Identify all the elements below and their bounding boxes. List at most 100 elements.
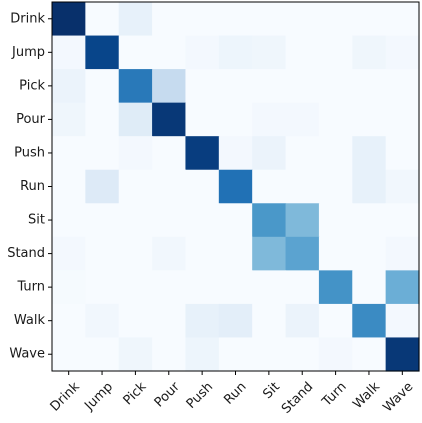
heatmap-cell-jump-push [185,35,220,70]
heatmap-cell-push-run [218,136,253,171]
y-tick-label-stand: Stand [7,246,45,261]
heatmap-cell-run-wave [385,169,420,204]
heatmap-cell-run-turn [318,169,353,204]
heatmap-cell-walk-drink [52,303,86,339]
heatmap-cell-sit-pick [118,203,153,238]
heatmap-cell-walk-pick [118,303,153,339]
heatmap-cell-wave-sit [252,337,287,372]
y-tick-label-wave: Wave [9,347,45,362]
heatmap-cell-walk-pour [152,303,187,339]
heatmap-cell-pour-pick [118,102,153,137]
heatmap-cell-turn-pour [152,270,187,305]
heatmap-cell-pour-turn [318,102,353,137]
heatmap-cell-drink-pour [152,2,187,37]
heatmap-cell-turn-stand [285,270,320,305]
heatmap-cell-walk-jump [85,303,120,339]
heatmap-cell-wave-pour [152,337,187,372]
heatmap-cell-pour-wave [385,102,420,137]
heatmap-cell-pick-run [218,69,253,104]
heatmap-cell-run-push [185,169,220,204]
heatmap-cell-drink-turn [318,2,353,37]
heatmap-cell-push-drink [52,136,86,171]
heatmap-cell-stand-sit [252,236,287,271]
heatmap-cell-stand-stand [285,236,320,271]
heatmap-cell-wave-push [185,337,220,372]
heatmap-cell-push-jump [85,136,120,171]
heatmap-cell-turn-turn [318,270,353,305]
heatmap-cell-run-walk [352,169,387,204]
heatmap-cell-wave-wave [385,337,420,372]
heatmap-cell-jump-wave [385,35,420,70]
heatmap-cell-jump-walk [352,35,387,70]
y-tick-label-jump: Jump [11,45,45,60]
heatmap-cell-run-pour [152,169,187,204]
heatmap-cell-sit-run [218,203,253,238]
heatmap-cell-walk-run [218,303,253,339]
heatmap-cell-pick-pick [118,69,153,104]
x-tick-label-wave: Wave [381,379,417,415]
heatmap-cell-drink-sit [252,2,287,37]
heatmap-cell-turn-sit [252,270,287,305]
heatmap-cell-run-jump [85,169,120,204]
heatmap-cell-jump-pick [118,35,153,70]
heatmap-cell-drink-stand [285,2,320,37]
heatmap-cell-wave-stand [285,337,320,372]
heatmap-cell-sit-pour [152,203,187,238]
heatmap-cell-run-drink [52,169,86,204]
heatmap-cell-stand-pick [118,236,153,271]
heatmap-cell-pour-jump [85,102,120,137]
heatmap-cell-turn-push [185,270,220,305]
heatmap-cell-stand-wave [385,236,420,271]
heatmap-cell-sit-sit [252,203,287,238]
heatmap-cell-walk-push [185,303,220,339]
heatmap-cell-pick-turn [318,69,353,104]
x-tick-label-jump: Jump [81,379,116,414]
heatmap-cell-wave-jump [85,337,120,372]
heatmap-cell-jump-drink [52,35,86,70]
heatmap-cell-push-wave [385,136,420,171]
heatmap-cell-wave-walk [352,337,387,372]
heatmap-cell-walk-sit [252,303,287,339]
heatmap-cell-wave-turn [318,337,353,372]
heatmap-cell-wave-pick [118,337,153,372]
x-tick-label-run: Run [221,379,249,407]
heatmap-cell-drink-wave [385,2,420,37]
heatmap-cell-turn-pick [118,270,153,305]
heatmap-cell-pour-push [185,102,220,137]
heatmap-cell-push-pour [152,136,187,171]
heatmap-cell-pour-run [218,102,253,137]
heatmap-cell-drink-drink [52,2,86,37]
heatmap-cell-walk-stand [285,303,320,339]
heatmap-cell-push-stand [285,136,320,171]
heatmap-cell-stand-run [218,236,253,271]
heatmap-cell-pick-push [185,69,220,104]
heatmap-cell-push-pick [118,136,153,171]
heatmap-cell-turn-wave [385,270,420,305]
heatmap-cell-pick-wave [385,69,420,104]
heatmap-cell-turn-drink [52,270,86,305]
heatmap-cells [52,2,420,372]
heatmap-cell-stand-walk [352,236,387,271]
heatmap-cell-pick-walk [352,69,387,104]
heatmap-cell-jump-run [218,35,253,70]
y-tick-label-pour: Pour [16,112,46,127]
heatmap-cell-wave-drink [52,337,86,372]
heatmap-cell-push-turn [318,136,353,171]
x-tick-label-drink: Drink [48,379,84,415]
x-tick-label-walk: Walk [350,379,383,412]
heatmap-cell-stand-pour [152,236,187,271]
heatmap-cell-run-pick [118,169,153,204]
x-tick-label-push: Push [184,379,216,411]
y-axis: Drink Jump Pick Pour Push Run Sit Stand Turn Walk… [7,11,52,362]
heatmap-cell-jump-turn [318,35,353,70]
heatmap-cell-jump-pour [152,35,187,70]
heatmap-cell-stand-turn [318,236,353,271]
heatmap-cell-walk-wave [385,303,420,339]
heatmap-cell-pour-sit [252,102,287,137]
y-tick-label-sit: Sit [28,213,45,228]
heatmap-cell-push-walk [352,136,387,171]
y-tick-label-pick: Pick [19,78,45,93]
heatmap-cell-walk-walk [352,303,387,339]
heatmap-cell-turn-jump [85,270,120,305]
